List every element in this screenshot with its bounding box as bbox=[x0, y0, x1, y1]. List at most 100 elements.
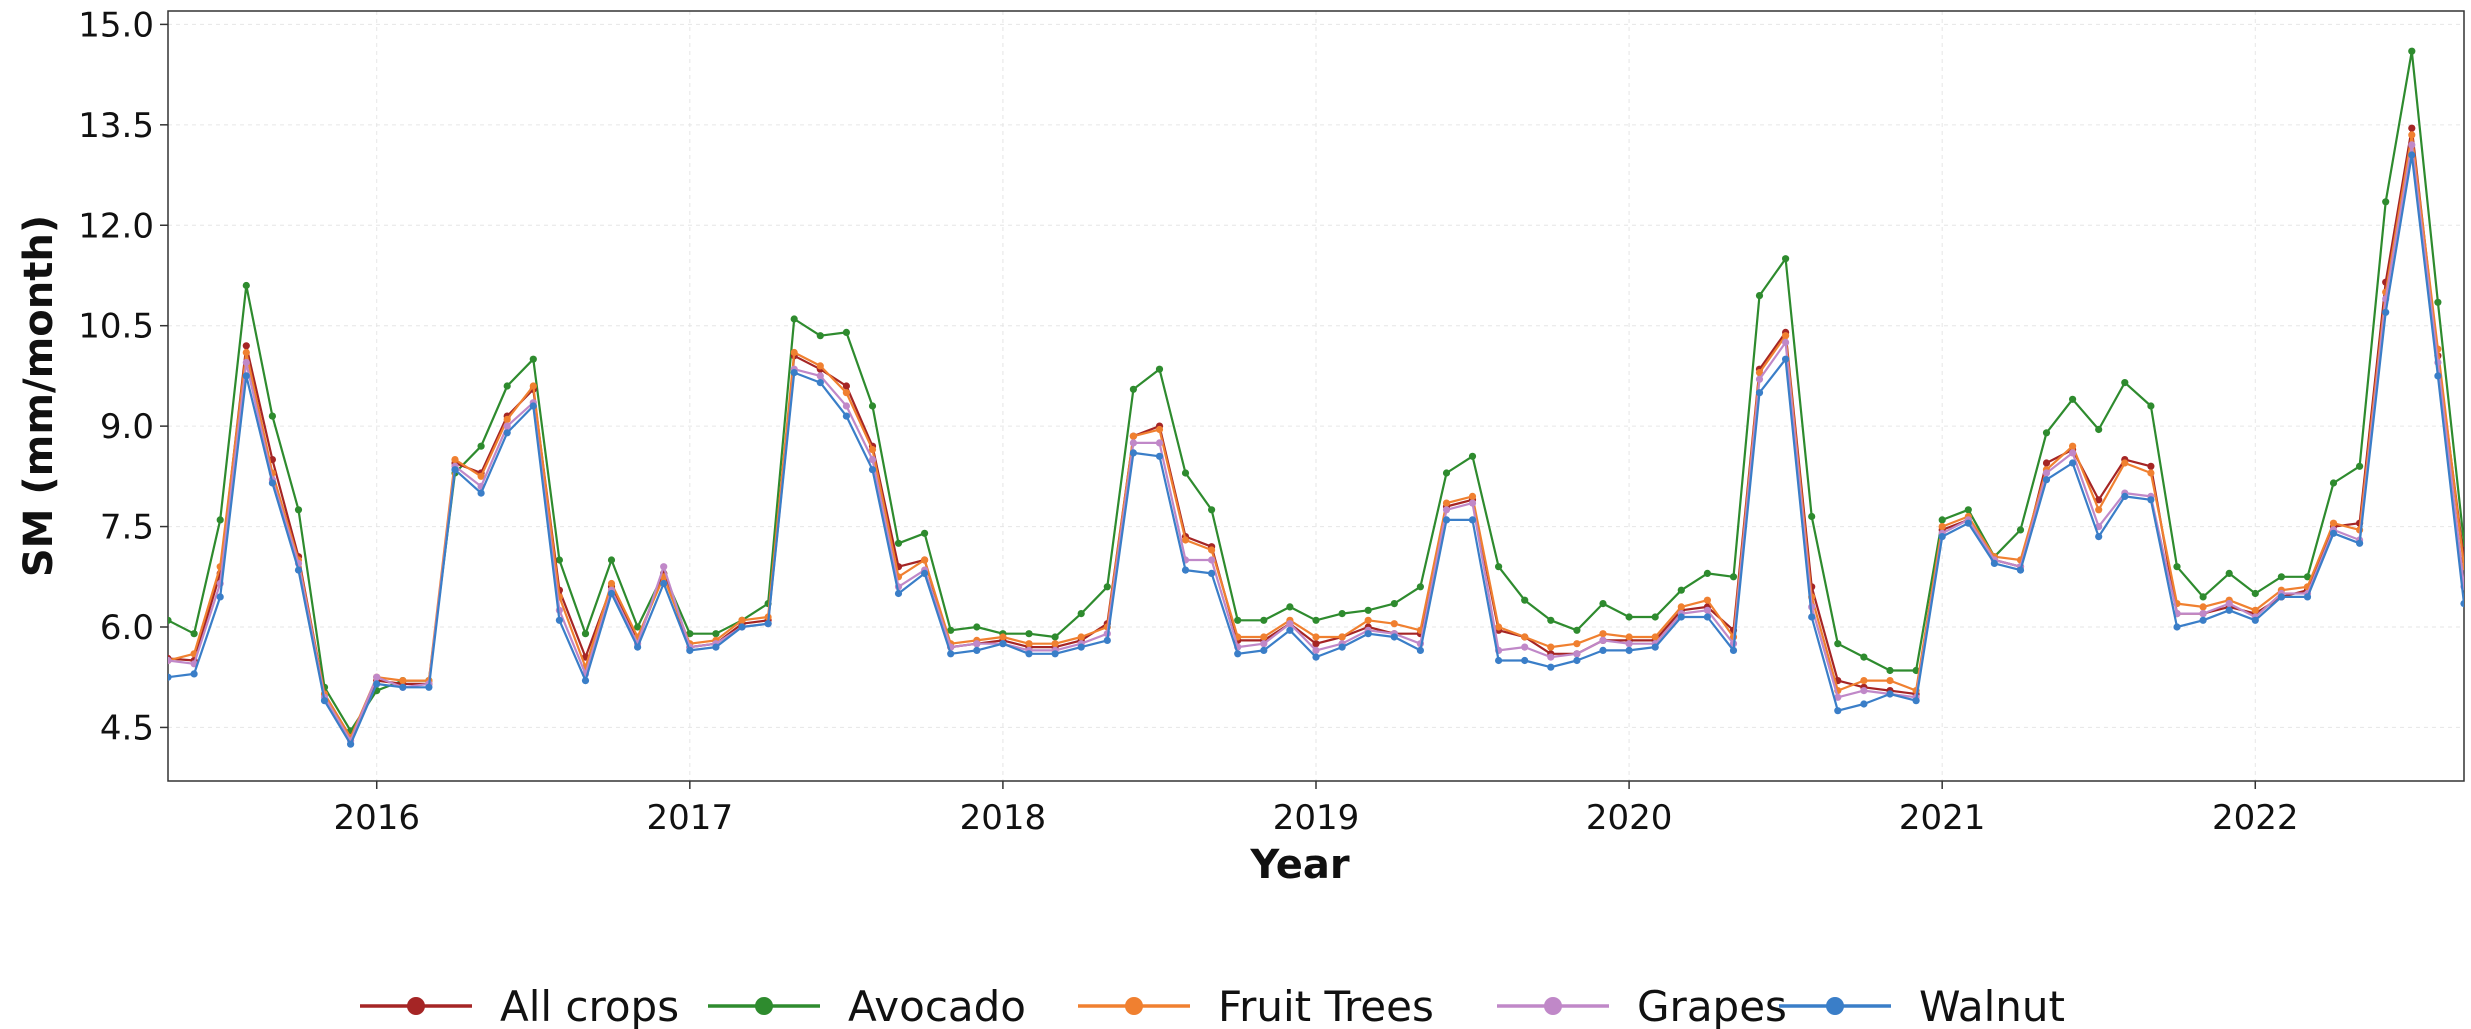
data-point bbox=[738, 623, 746, 631]
y-tick-label: 10.5 bbox=[78, 307, 154, 347]
data-point bbox=[1468, 516, 1477, 524]
data-point bbox=[1573, 650, 1581, 658]
data-point bbox=[1129, 385, 1137, 393]
x-tick-label: 2021 bbox=[1899, 798, 1986, 838]
y-tick-label: 12.0 bbox=[78, 206, 154, 246]
series-avocado bbox=[168, 47, 2464, 735]
data-point bbox=[842, 412, 851, 420]
data-point bbox=[1677, 603, 1685, 611]
data-point bbox=[1547, 616, 1555, 624]
data-point bbox=[1625, 613, 1633, 621]
data-point bbox=[1521, 633, 1529, 641]
data-point bbox=[2042, 469, 2051, 477]
data-point bbox=[1077, 633, 1085, 641]
data-point bbox=[2356, 462, 2364, 470]
data-point bbox=[607, 579, 616, 588]
data-point bbox=[1886, 677, 1894, 685]
data-point bbox=[477, 472, 485, 480]
data-point bbox=[1103, 583, 1111, 591]
data-point bbox=[868, 466, 877, 474]
data-point bbox=[999, 640, 1007, 648]
data-point bbox=[1468, 452, 1477, 460]
data-point bbox=[216, 593, 224, 601]
y-tick-label: 15.0 bbox=[78, 5, 154, 45]
data-point bbox=[242, 342, 250, 350]
data-point bbox=[1860, 700, 1868, 708]
data-point bbox=[2408, 124, 2416, 132]
legend-marker bbox=[1544, 997, 1562, 1015]
data-point bbox=[2382, 198, 2390, 206]
data-point bbox=[1442, 499, 1451, 507]
data-point bbox=[1260, 646, 1268, 655]
data-point bbox=[1599, 646, 1607, 655]
data-point bbox=[529, 382, 537, 390]
data-point bbox=[2121, 459, 2129, 467]
data-point bbox=[2069, 459, 2077, 467]
data-point bbox=[2199, 593, 2207, 601]
data-point bbox=[1338, 633, 1346, 641]
data-point bbox=[1364, 630, 1372, 638]
data-point bbox=[216, 516, 224, 524]
data-point bbox=[347, 740, 355, 748]
data-point bbox=[1468, 499, 1477, 507]
legend-item-all-crops: All crops bbox=[360, 982, 679, 1029]
data-point bbox=[2329, 479, 2338, 487]
data-point bbox=[1390, 600, 1398, 608]
x-tick-label: 2020 bbox=[1586, 798, 1673, 838]
data-point bbox=[373, 680, 381, 688]
data-point bbox=[790, 348, 798, 357]
data-point bbox=[1155, 365, 1164, 373]
data-point bbox=[168, 673, 172, 681]
x-tick-label: 2019 bbox=[1273, 798, 1360, 838]
data-point bbox=[1260, 616, 1268, 624]
data-point bbox=[1677, 613, 1685, 621]
data-point bbox=[921, 569, 929, 578]
data-point bbox=[634, 623, 642, 631]
data-point bbox=[1808, 512, 1816, 521]
data-point bbox=[2069, 449, 2077, 457]
data-point bbox=[2408, 141, 2416, 149]
data-point bbox=[868, 402, 877, 410]
data-point bbox=[2434, 372, 2442, 380]
data-point bbox=[1703, 606, 1711, 614]
data-point bbox=[1651, 633, 1659, 641]
legend-item-avocado: Avocado bbox=[708, 982, 1026, 1029]
data-point bbox=[2042, 429, 2051, 437]
data-point bbox=[1860, 653, 1868, 661]
data-point bbox=[1964, 519, 1972, 527]
data-point bbox=[660, 563, 668, 571]
data-point bbox=[1312, 640, 1320, 648]
legend-item-grapes: Grapes bbox=[1497, 982, 1787, 1029]
data-point bbox=[2173, 623, 2181, 631]
data-point bbox=[790, 315, 798, 323]
data-point bbox=[816, 362, 824, 370]
data-point bbox=[1312, 646, 1320, 655]
legend-marker bbox=[1826, 997, 1844, 1015]
data-point bbox=[1729, 646, 1738, 655]
data-point bbox=[1129, 439, 1137, 447]
data-point bbox=[1834, 640, 1842, 648]
data-point bbox=[503, 422, 511, 430]
data-point bbox=[1390, 620, 1398, 628]
data-point bbox=[529, 402, 537, 410]
data-point bbox=[555, 556, 564, 564]
data-point bbox=[190, 630, 198, 638]
data-point bbox=[1521, 656, 1529, 665]
data-point bbox=[816, 332, 824, 340]
data-point bbox=[2173, 563, 2181, 571]
x-axis-title: Year bbox=[1249, 842, 1349, 888]
data-point bbox=[2408, 151, 2416, 159]
data-point bbox=[1755, 369, 1764, 377]
legend-label: Grapes bbox=[1637, 982, 1787, 1029]
legend-item-walnut: Walnut bbox=[1779, 982, 2065, 1029]
data-point bbox=[999, 633, 1007, 641]
data-point bbox=[1755, 375, 1764, 383]
data-point bbox=[1155, 425, 1164, 434]
data-point bbox=[190, 670, 198, 678]
data-point bbox=[686, 630, 694, 638]
data-point bbox=[1312, 653, 1320, 661]
data-point bbox=[320, 697, 329, 705]
data-point bbox=[2434, 298, 2442, 306]
data-point bbox=[1155, 439, 1164, 447]
legend-marker bbox=[1125, 997, 1143, 1015]
